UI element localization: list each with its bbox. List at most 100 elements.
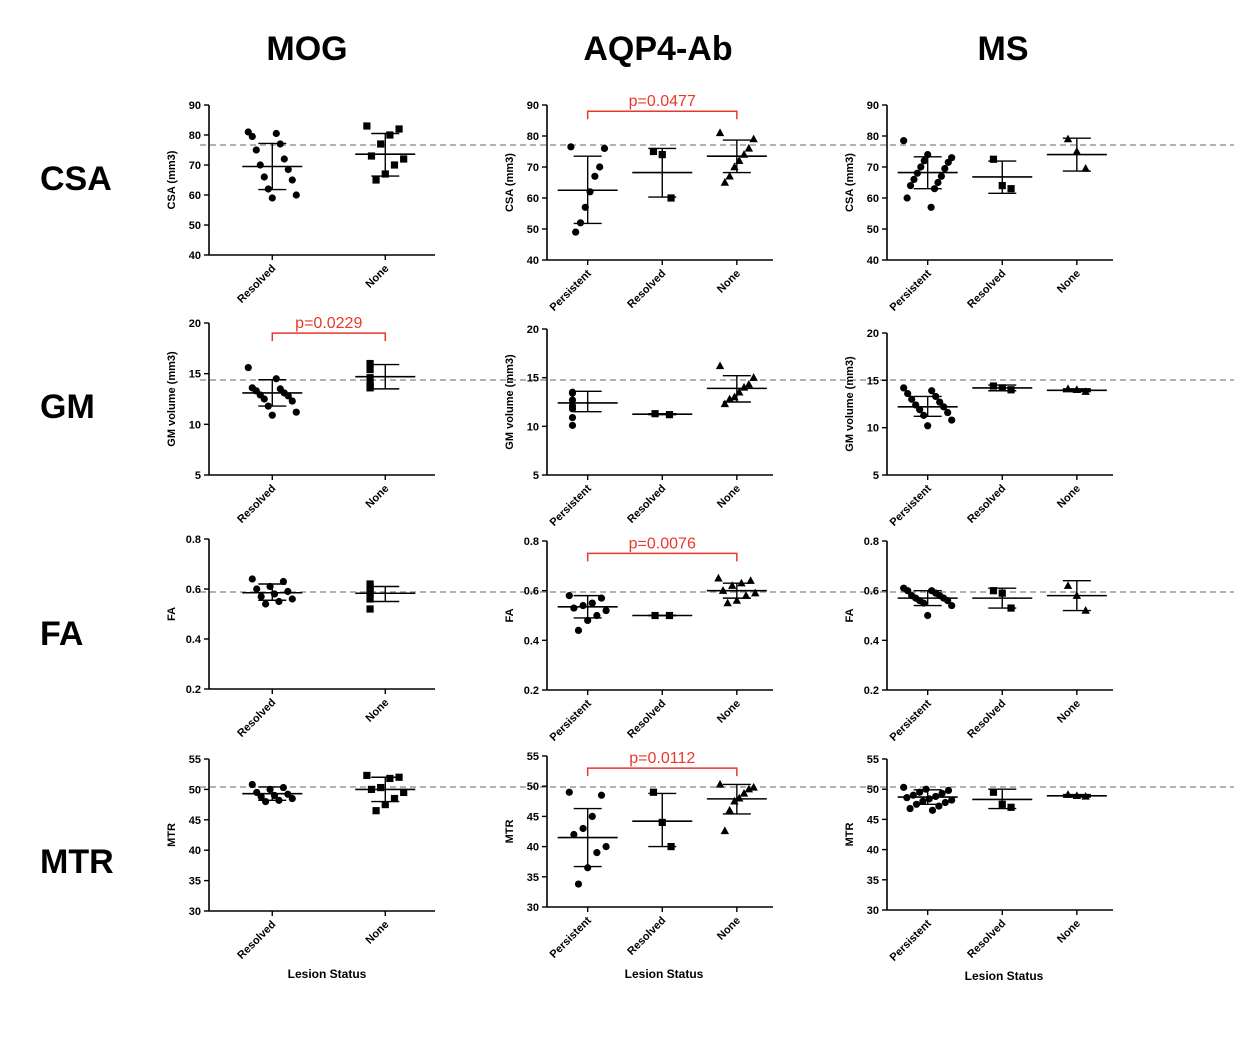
data-point	[715, 779, 725, 788]
series-persistent	[557, 388, 618, 429]
series-resolved	[972, 788, 1033, 811]
y-axis-label: FA	[166, 607, 178, 621]
data-point	[253, 788, 261, 797]
data-point	[930, 185, 939, 193]
category-label: Resolved	[625, 483, 668, 526]
data-point	[600, 144, 609, 152]
data-point	[390, 161, 399, 169]
series-resolved	[632, 611, 693, 620]
data-point	[574, 626, 583, 635]
data-point	[270, 791, 279, 800]
data-point	[720, 826, 730, 835]
category-label: None	[715, 915, 743, 943]
data-point	[260, 173, 268, 181]
y-tick-label: 55	[867, 754, 879, 766]
y-tick-label: 0.4	[864, 635, 880, 647]
data-point	[1007, 604, 1015, 612]
p-value-label: p=0.0229	[295, 315, 362, 332]
data-point	[567, 143, 575, 151]
data-point	[916, 406, 924, 414]
data-point	[568, 396, 577, 404]
data-point	[284, 392, 292, 400]
category-label: None	[363, 919, 391, 947]
y-axis-label: GM volume (mm3)	[844, 356, 856, 452]
y-tick-label: 20	[527, 324, 539, 336]
category-label: None	[1055, 268, 1083, 296]
category-label: Resolved	[965, 698, 1008, 741]
data-point	[908, 395, 916, 403]
data-point	[723, 598, 732, 607]
data-point	[649, 147, 658, 156]
data-point	[275, 597, 283, 606]
data-point	[900, 384, 908, 392]
data-point	[257, 793, 265, 801]
p-value-label: p=0.0076	[629, 535, 696, 552]
data-point	[900, 783, 908, 791]
series-none	[706, 573, 767, 607]
data-point	[568, 413, 577, 422]
data-point	[576, 219, 585, 227]
data-point	[248, 132, 256, 141]
y-tick-label: 15	[189, 369, 201, 381]
y-tick-label: 15	[527, 373, 539, 385]
y-tick-label: 80	[867, 131, 879, 143]
data-point	[363, 122, 371, 130]
y-tick-label: 55	[189, 754, 201, 766]
data-point	[735, 387, 744, 396]
y-tick-label: 0.6	[864, 586, 879, 598]
data-point	[909, 791, 917, 799]
data-point	[735, 156, 744, 164]
series-none	[1046, 790, 1107, 800]
data-point	[927, 203, 935, 211]
data-point	[904, 587, 912, 595]
data-point	[936, 398, 944, 406]
y-tick-label: 50	[867, 784, 879, 796]
data-point	[584, 864, 592, 872]
data-point	[366, 595, 374, 603]
data-point	[366, 590, 374, 598]
panel-mtr-mog: 30 35 40 45 50 55 MTR Resolved None	[166, 754, 435, 962]
row-title-mtr: MTR	[40, 843, 114, 881]
data-point	[292, 408, 300, 416]
data-point	[366, 605, 374, 613]
data-point	[270, 590, 279, 598]
y-tick-label: 80	[189, 130, 201, 142]
y-tick-label: 40	[867, 255, 879, 267]
data-point	[284, 587, 292, 596]
data-point	[906, 182, 915, 190]
y-tick-label: 5	[873, 470, 879, 482]
series-persistent	[557, 143, 618, 236]
data-point	[280, 155, 288, 163]
category-label: Persistent	[548, 697, 594, 743]
category-label: Resolved	[235, 483, 278, 526]
data-point	[904, 389, 912, 398]
category-label: None	[363, 263, 391, 291]
data-point	[372, 176, 380, 184]
data-point	[728, 581, 737, 589]
panel-mtr-ms: 30 35 40 45 50 55 MTR Persistent Resolved None	[844, 754, 1113, 964]
data-point	[390, 794, 399, 803]
data-point	[1063, 581, 1073, 589]
y-tick-label: 90	[527, 100, 539, 112]
data-point	[920, 411, 928, 419]
y-axis-label: CSA (mm3)	[166, 150, 178, 209]
y-tick-label: 0.6	[524, 586, 539, 598]
data-point	[264, 185, 272, 193]
significance-bracket	[271, 332, 387, 342]
data-point	[279, 783, 287, 792]
data-point	[586, 188, 594, 196]
category-label: None	[1055, 698, 1083, 726]
data-point	[276, 140, 284, 148]
data-point	[941, 164, 949, 173]
column-title-mog: MOG	[266, 30, 347, 68]
data-point	[266, 785, 274, 794]
y-tick-label: 0.4	[524, 635, 540, 647]
data-point	[924, 151, 932, 159]
data-point	[395, 773, 403, 781]
x-axis-label-ms: Lesion Status	[965, 969, 1044, 983]
data-point	[279, 577, 287, 586]
data-point	[744, 784, 754, 793]
data-point	[386, 131, 394, 139]
category-label: Resolved	[625, 915, 668, 958]
y-tick-label: 0.8	[864, 536, 879, 548]
